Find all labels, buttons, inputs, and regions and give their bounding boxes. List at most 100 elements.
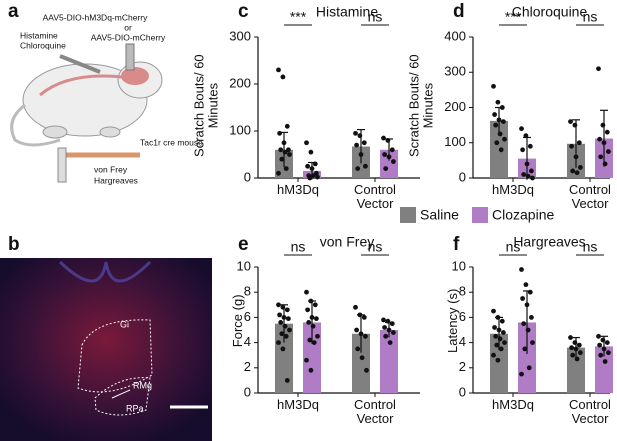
data-point xyxy=(502,340,507,345)
data-point xyxy=(570,168,576,174)
virus-label: AAV5-DIO-hM3Dq-mCherry xyxy=(43,12,148,22)
mouse-illustration xyxy=(10,43,163,183)
data-point xyxy=(383,333,389,339)
data-point xyxy=(354,327,359,333)
y-axis-label: Scratch Bouts/ 60 Minutes xyxy=(406,53,435,157)
data-point xyxy=(501,330,506,335)
data-point xyxy=(502,136,507,142)
data-point xyxy=(305,163,310,169)
x-tick-label: hM3Dq xyxy=(492,182,534,197)
data-point xyxy=(358,152,364,157)
data-point xyxy=(282,323,288,329)
data-point xyxy=(391,330,396,335)
significance-label: *** xyxy=(290,9,307,25)
data-point xyxy=(276,170,281,176)
y-axis-label: Scratch Bouts/ 60 Minutes xyxy=(191,53,220,157)
data-point xyxy=(355,346,361,352)
data-point xyxy=(315,174,320,180)
data-point xyxy=(523,282,529,288)
mouse-label: Tac1r cre mouse xyxy=(140,137,203,147)
virus-or: or xyxy=(124,22,132,32)
data-point xyxy=(389,321,395,327)
y-tick-label: 8 xyxy=(459,284,466,299)
y-tick-label: 4 xyxy=(244,334,251,349)
data-point xyxy=(497,336,503,342)
microscopy-image xyxy=(0,258,212,441)
region-label: RMg xyxy=(133,380,152,390)
data-point xyxy=(308,149,314,155)
chart-title: Hargreaves xyxy=(513,234,585,250)
data-point xyxy=(280,304,286,310)
bar xyxy=(567,347,585,393)
data-point xyxy=(602,359,608,364)
x-tick-label: Control Vector xyxy=(569,397,611,426)
data-point xyxy=(576,342,582,348)
data-point xyxy=(491,308,496,314)
data-point xyxy=(276,340,281,345)
data-point xyxy=(491,352,496,358)
significance-label: ns xyxy=(368,9,383,25)
data-point xyxy=(492,325,497,330)
data-point xyxy=(491,83,496,89)
data-point xyxy=(572,340,578,345)
data-point xyxy=(597,342,602,348)
data-point xyxy=(495,99,501,105)
data-point xyxy=(284,123,290,129)
data-point xyxy=(279,331,285,337)
data-point xyxy=(382,325,387,330)
drug-label: Histamine xyxy=(20,30,58,40)
data-point xyxy=(498,147,504,153)
data-point xyxy=(596,66,601,72)
y-tick-label: 0 xyxy=(244,384,251,399)
y-tick-label: 10 xyxy=(237,258,251,273)
data-point xyxy=(570,352,576,358)
data-point xyxy=(604,340,610,345)
test-label: von Frey xyxy=(94,164,128,174)
data-point xyxy=(568,119,573,124)
data-point xyxy=(306,320,312,325)
data-point xyxy=(499,318,505,324)
data-point xyxy=(363,333,368,339)
data-point xyxy=(309,315,315,320)
data-point xyxy=(572,122,578,128)
x-tick-label: Control Vector xyxy=(354,182,396,211)
data-point xyxy=(499,105,505,110)
data-point xyxy=(529,315,534,320)
y-tick-label: 6 xyxy=(244,309,251,324)
data-point xyxy=(381,135,386,141)
data-point xyxy=(493,122,499,128)
data-point xyxy=(361,140,367,146)
data-point xyxy=(281,315,287,320)
data-point xyxy=(530,175,535,181)
panel-letter: d xyxy=(453,1,465,22)
data-point xyxy=(307,175,313,181)
data-point xyxy=(574,356,580,362)
y-tick-label: 10 xyxy=(452,258,466,273)
data-point xyxy=(496,117,502,123)
data-point xyxy=(529,168,534,174)
data-point xyxy=(286,316,291,322)
data-point xyxy=(602,161,608,167)
chart-title: Histamine xyxy=(316,4,378,20)
data-point xyxy=(310,323,316,329)
data-point xyxy=(357,312,363,318)
data-point xyxy=(520,296,525,301)
data-point xyxy=(496,327,502,333)
data-point xyxy=(525,173,531,179)
x-tick-label: Control Vector xyxy=(569,182,611,211)
data-point xyxy=(494,140,500,146)
data-point xyxy=(315,333,320,339)
data-point xyxy=(527,289,533,295)
significance-label: ns xyxy=(583,239,598,255)
x-tick-label: hM3Dq xyxy=(277,397,319,412)
data-point xyxy=(363,163,368,169)
data-point xyxy=(521,321,527,327)
panel-letter: c xyxy=(238,1,249,22)
data-point xyxy=(526,365,532,371)
data-point xyxy=(311,340,317,345)
test-label: Hargreaves xyxy=(94,175,138,185)
y-tick-label: 2 xyxy=(459,359,466,374)
data-point xyxy=(598,352,604,358)
data-point xyxy=(277,312,282,318)
